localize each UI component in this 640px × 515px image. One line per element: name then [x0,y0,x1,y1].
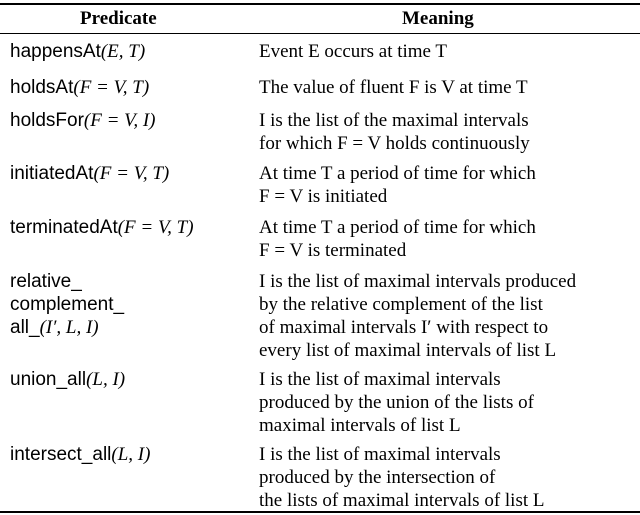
predicate-args: (I′, L, I) [39,317,99,338]
meaning-line: every list of maximal intervals of list … [259,340,557,361]
predicate-args: (E, T) [100,41,146,62]
meaning-line: maximal intervals of list L [259,415,461,436]
predicate-name: terminatedAt [10,217,118,238]
predicate-name: holdsFor [10,110,84,131]
meaning-line: I is the list of maximal intervals [259,369,501,390]
predicate-args: (F = V, T) [117,217,194,238]
predicate-args: (F = V, I) [83,110,156,131]
predicate-name: holdsAt [10,77,74,98]
predicate-cell: union_all(L, I) [10,368,250,391]
meaning-line: At time T a period of time for which [259,163,536,184]
predicate-name: initiatedAt [10,163,94,184]
meaning-line: F = V is terminated [259,240,407,261]
meaning-cell: I is the list of maximal intervals produ… [259,443,639,512]
predicate-cell: holdsAt(F = V, T) [10,76,250,99]
meaning-line: of maximal intervals I′ with respect to [259,317,549,338]
meaning-line: Event E occurs at time T [259,41,448,62]
meaning-line: I is the list of the maximal intervals [259,110,529,131]
predicate-name: happensAt [10,41,101,62]
meaning-line: I is the list of maximal intervals [259,444,501,465]
meaning-cell: I is the list of maximal intervals produ… [259,368,639,437]
predicate-cell: terminatedAt(F = V, T) [10,216,250,239]
predicate-args: (F = V, T) [73,77,150,98]
predicate-args: (L, I) [111,444,151,465]
bottom-rule [0,511,640,513]
predicate-name: complement_ [10,294,125,315]
meaning-cell: Event E occurs at time T [259,40,639,63]
header-rule [0,33,640,34]
meaning-line: for which F = V holds continuously [259,133,530,154]
predicate-cell: relative_ complement_ all_(I′, L, I) [10,270,250,339]
predicate-cell: happensAt(E, T) [10,40,250,63]
meaning-line: The value of fluent F is V at time T [259,77,528,98]
meaning-line: At time T a period of time for which [259,217,536,238]
meaning-cell: I is the list of the maximal intervals f… [259,109,639,155]
meaning-line: produced by the union of the lists of [259,392,534,413]
predicate-name: relative_ [10,271,82,292]
meaning-cell: I is the list of maximal intervals produ… [259,270,639,362]
predicate-args: (L, I) [86,369,126,390]
predicate-cell: initiatedAt(F = V, T) [10,162,250,185]
predicate-cell: intersect_all(L, I) [10,443,250,466]
meaning-line: F = V is initiated [259,186,388,207]
predicate-args: (F = V, T) [93,163,170,184]
predicate-cell: holdsFor(F = V, I) [10,109,250,132]
meaning-line: produced by the intersection of [259,467,496,488]
predicate-name: all_ [10,317,40,338]
predicate-name: intersect_all [10,444,112,465]
header-predicate: Predicate [80,8,157,29]
header-meaning: Meaning [402,8,474,29]
meaning-cell: At time T a period of time for which F =… [259,216,639,262]
meaning-line: I is the list of maximal intervals produ… [259,271,577,292]
meaning-line: the lists of maximal intervals of list L [259,490,545,511]
top-rule [0,3,640,5]
meaning-line: by the relative complement of the list [259,294,543,315]
predicate-name: union_all [10,369,87,390]
meaning-cell: At time T a period of time for which F =… [259,162,639,208]
meaning-cell: The value of fluent F is V at time T [259,76,639,99]
